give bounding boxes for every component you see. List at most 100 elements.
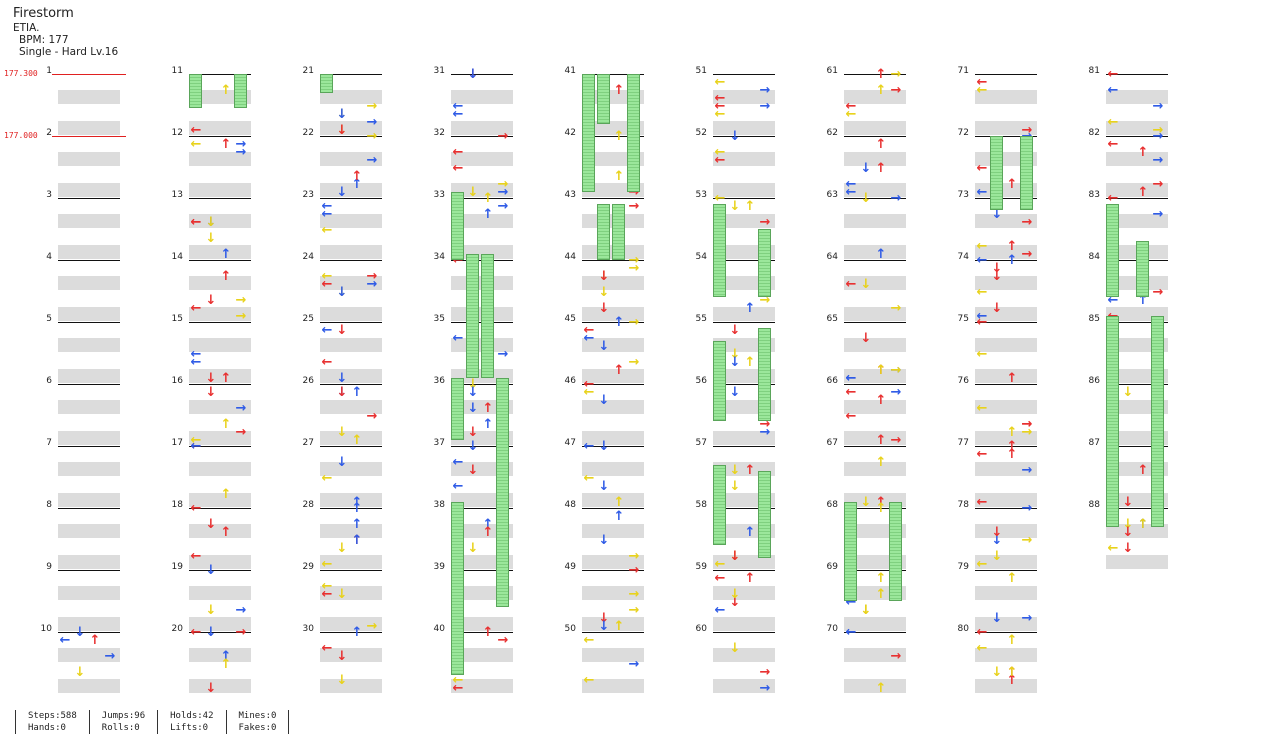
hold-note [1020, 136, 1033, 211]
right-arrow-icon: → [628, 657, 640, 672]
beat-shade [451, 152, 513, 166]
measure-line [582, 570, 644, 571]
stats-group-steps: Steps:588 Hands:0 [15, 710, 89, 734]
down-arrow-icon: ↓ [205, 371, 217, 386]
left-arrow-icon: ← [845, 277, 857, 292]
stat-steps: Steps:588 [28, 711, 77, 721]
measure-line [320, 508, 382, 509]
down-arrow-icon: ↓ [729, 355, 741, 370]
measure-line [713, 446, 775, 447]
left-arrow-icon: ← [714, 153, 726, 168]
beat-shade [975, 90, 1037, 104]
beat-shade [320, 462, 382, 476]
measure-line [975, 508, 1037, 509]
down-arrow-icon: ↓ [991, 301, 1003, 316]
measure-number: 16 [171, 376, 183, 386]
down-arrow-icon: ↓ [860, 495, 872, 510]
up-arrow-icon: ↑ [875, 455, 887, 470]
measure-number: 69 [826, 562, 838, 572]
beat-shade [58, 586, 120, 600]
right-arrow-icon: → [1152, 285, 1164, 300]
beat-shade [1106, 90, 1168, 104]
left-arrow-icon: ← [190, 123, 202, 138]
hold-note [597, 204, 610, 260]
down-arrow-icon: ↓ [336, 455, 348, 470]
beat-shade [58, 183, 120, 197]
up-arrow-icon: ↑ [482, 517, 494, 532]
measure-line [582, 632, 644, 633]
beat-shade [58, 214, 120, 228]
hold-note [713, 204, 726, 298]
measure-number: 44 [564, 252, 576, 262]
measure-number: 64 [826, 252, 838, 262]
beat-shade [451, 121, 513, 135]
beat-shade [844, 183, 906, 197]
measure-number: 33 [433, 190, 445, 200]
down-arrow-icon: ↓ [729, 587, 741, 602]
beat-shade [320, 648, 382, 662]
left-arrow-icon: ← [714, 99, 726, 114]
up-arrow-icon: ↑ [744, 525, 756, 540]
up-arrow-icon: ↑ [875, 363, 887, 378]
right-arrow-icon: → [890, 433, 902, 448]
left-arrow-icon: ← [190, 501, 202, 516]
measure-line [451, 632, 513, 633]
beat-shade [320, 369, 382, 383]
hold-note [320, 74, 333, 93]
measure-line [58, 632, 120, 633]
left-arrow-icon: ← [321, 277, 333, 292]
measure-number: 22 [302, 128, 314, 138]
right-arrow-icon: → [366, 409, 378, 424]
measure-number: 34 [433, 252, 445, 262]
beat-shade [844, 648, 906, 662]
up-arrow-icon: ↑ [875, 681, 887, 696]
beat-shade [713, 90, 775, 104]
right-arrow-icon: → [235, 293, 247, 308]
measure-line [320, 632, 382, 633]
measure-number: 12 [171, 128, 183, 138]
right-arrow-icon: → [628, 315, 640, 330]
beat-shade [975, 400, 1037, 414]
beat-shade [320, 524, 382, 538]
right-arrow-icon: → [1021, 417, 1033, 432]
left-arrow-icon: ← [1107, 115, 1119, 130]
right-arrow-icon: → [890, 363, 902, 378]
measure-number: 5 [46, 314, 52, 324]
beat-shade [713, 648, 775, 662]
measure-number: 59 [695, 562, 707, 572]
left-arrow-icon: ← [190, 439, 202, 454]
beat-shade [320, 152, 382, 166]
measure-number: 54 [695, 252, 707, 262]
beat-shade [189, 617, 251, 631]
right-arrow-icon: → [759, 83, 771, 98]
up-arrow-icon: ↑ [744, 301, 756, 316]
down-arrow-icon: ↓ [598, 533, 610, 548]
measure-line [713, 632, 775, 633]
up-arrow-icon: ↑ [220, 487, 232, 502]
up-arrow-icon: ↑ [1006, 633, 1018, 648]
measure-line [582, 260, 644, 261]
measure-number: 7 [46, 438, 52, 448]
left-arrow-icon: ← [452, 331, 464, 346]
measure-line [320, 322, 382, 323]
hold-note [451, 377, 464, 440]
beat-shade [58, 462, 120, 476]
beat-shade [975, 648, 1037, 662]
down-arrow-icon: ↓ [467, 439, 479, 454]
left-arrow-icon: ← [714, 145, 726, 160]
down-arrow-icon: ↓ [336, 425, 348, 440]
measure-number: 60 [695, 624, 707, 634]
measure-number: 35 [433, 314, 445, 324]
beat-shade [975, 462, 1037, 476]
measure-line [844, 446, 906, 447]
down-arrow-icon: ↓ [991, 549, 1003, 564]
measure-number: 31 [433, 66, 445, 76]
measure-number: 32 [433, 128, 445, 138]
left-arrow-icon: ← [1107, 137, 1119, 152]
measure-line [189, 384, 251, 385]
right-arrow-icon: → [890, 67, 902, 82]
left-arrow-icon: ← [583, 377, 595, 392]
right-arrow-icon: → [1152, 129, 1164, 144]
up-arrow-icon: ↑ [482, 417, 494, 432]
beat-shade [451, 214, 513, 228]
